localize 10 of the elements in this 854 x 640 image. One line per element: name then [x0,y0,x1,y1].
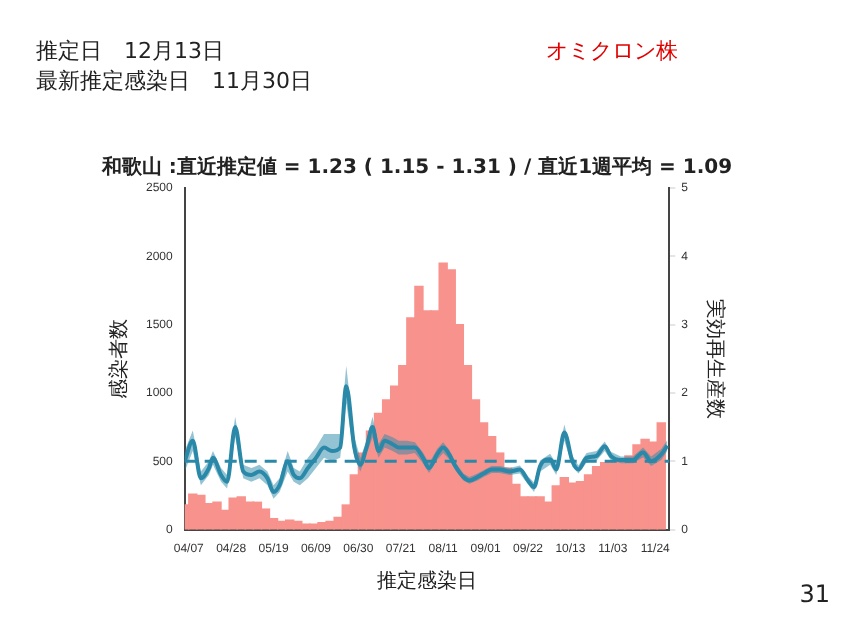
text: 最新推定感染日 11月30日 [36,66,312,96]
bar [438,262,448,530]
chart-title: 和歌山 :直近推定値 = 1.23 ( 1.15 - 1.31 ) / 直近1週平均 = 1.09 [99,155,733,180]
y2-axis-title: 実効再生産数 [702,298,727,419]
text: 31 [799,580,830,608]
text: オミクロン株 [546,36,678,66]
y-axis-title: 感染者数 [107,318,132,399]
text: 推定日 12月13日 [36,36,224,66]
x-axis-title: 推定感染日 [377,569,478,594]
bar [228,497,238,530]
